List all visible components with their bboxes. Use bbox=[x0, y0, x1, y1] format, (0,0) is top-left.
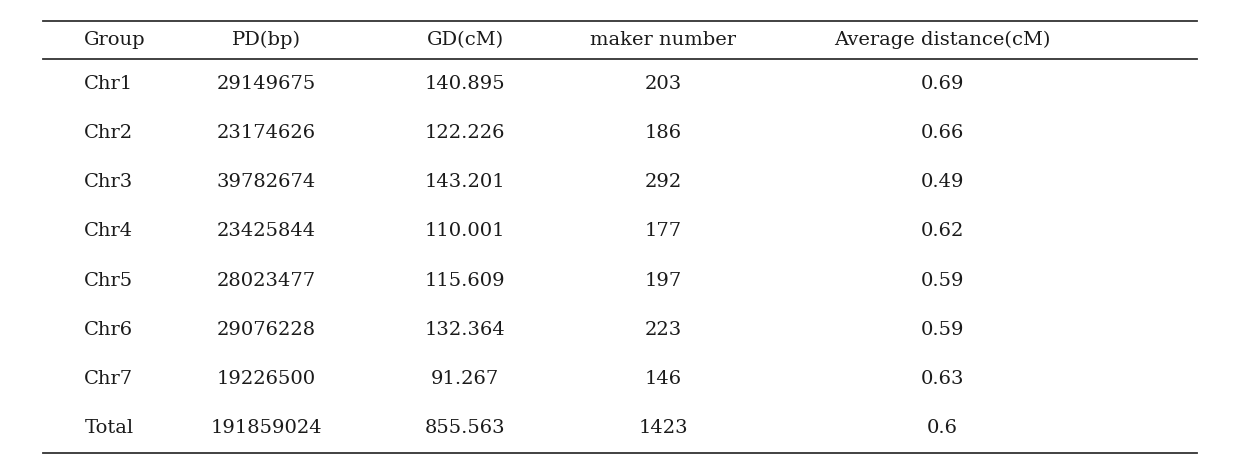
Text: 28023477: 28023477 bbox=[217, 272, 316, 290]
Text: GD(cM): GD(cM) bbox=[427, 31, 503, 49]
Text: 855.563: 855.563 bbox=[424, 420, 506, 438]
Text: Chr5: Chr5 bbox=[84, 272, 134, 290]
Text: Chr1: Chr1 bbox=[84, 74, 134, 92]
Text: 191859024: 191859024 bbox=[211, 420, 322, 438]
Text: Average distance(cM): Average distance(cM) bbox=[835, 31, 1050, 49]
Text: 0.63: 0.63 bbox=[920, 370, 965, 388]
Text: 132.364: 132.364 bbox=[424, 321, 506, 339]
Text: Chr2: Chr2 bbox=[84, 124, 134, 142]
Text: 223: 223 bbox=[645, 321, 682, 339]
Text: 23425844: 23425844 bbox=[217, 222, 316, 240]
Text: Chr3: Chr3 bbox=[84, 173, 134, 191]
Text: 23174626: 23174626 bbox=[217, 124, 316, 142]
Text: 197: 197 bbox=[645, 272, 682, 290]
Text: 0.69: 0.69 bbox=[920, 74, 965, 92]
Text: PD(bp): PD(bp) bbox=[232, 31, 301, 49]
Text: 0.59: 0.59 bbox=[920, 272, 965, 290]
Text: 110.001: 110.001 bbox=[425, 222, 505, 240]
Text: 292: 292 bbox=[645, 173, 682, 191]
Text: 29076228: 29076228 bbox=[217, 321, 316, 339]
Text: 1423: 1423 bbox=[639, 420, 688, 438]
Text: 186: 186 bbox=[645, 124, 682, 142]
Text: 146: 146 bbox=[645, 370, 682, 388]
Text: maker number: maker number bbox=[590, 31, 737, 49]
Text: Chr6: Chr6 bbox=[84, 321, 134, 339]
Text: 39782674: 39782674 bbox=[217, 173, 316, 191]
Text: 143.201: 143.201 bbox=[424, 173, 506, 191]
Text: 91.267: 91.267 bbox=[430, 370, 500, 388]
Text: 0.6: 0.6 bbox=[926, 420, 957, 438]
Text: 0.59: 0.59 bbox=[920, 321, 965, 339]
Text: 140.895: 140.895 bbox=[424, 74, 506, 92]
Text: 115.609: 115.609 bbox=[424, 272, 506, 290]
Text: Total: Total bbox=[84, 420, 134, 438]
Text: 0.66: 0.66 bbox=[921, 124, 963, 142]
Text: 0.49: 0.49 bbox=[920, 173, 965, 191]
Text: 29149675: 29149675 bbox=[217, 74, 316, 92]
Text: 203: 203 bbox=[645, 74, 682, 92]
Text: 177: 177 bbox=[645, 222, 682, 240]
Text: 0.62: 0.62 bbox=[921, 222, 963, 240]
Text: Chr7: Chr7 bbox=[84, 370, 134, 388]
Text: Chr4: Chr4 bbox=[84, 222, 134, 240]
Text: Group: Group bbox=[84, 31, 146, 49]
Text: 19226500: 19226500 bbox=[217, 370, 316, 388]
Text: 122.226: 122.226 bbox=[425, 124, 505, 142]
